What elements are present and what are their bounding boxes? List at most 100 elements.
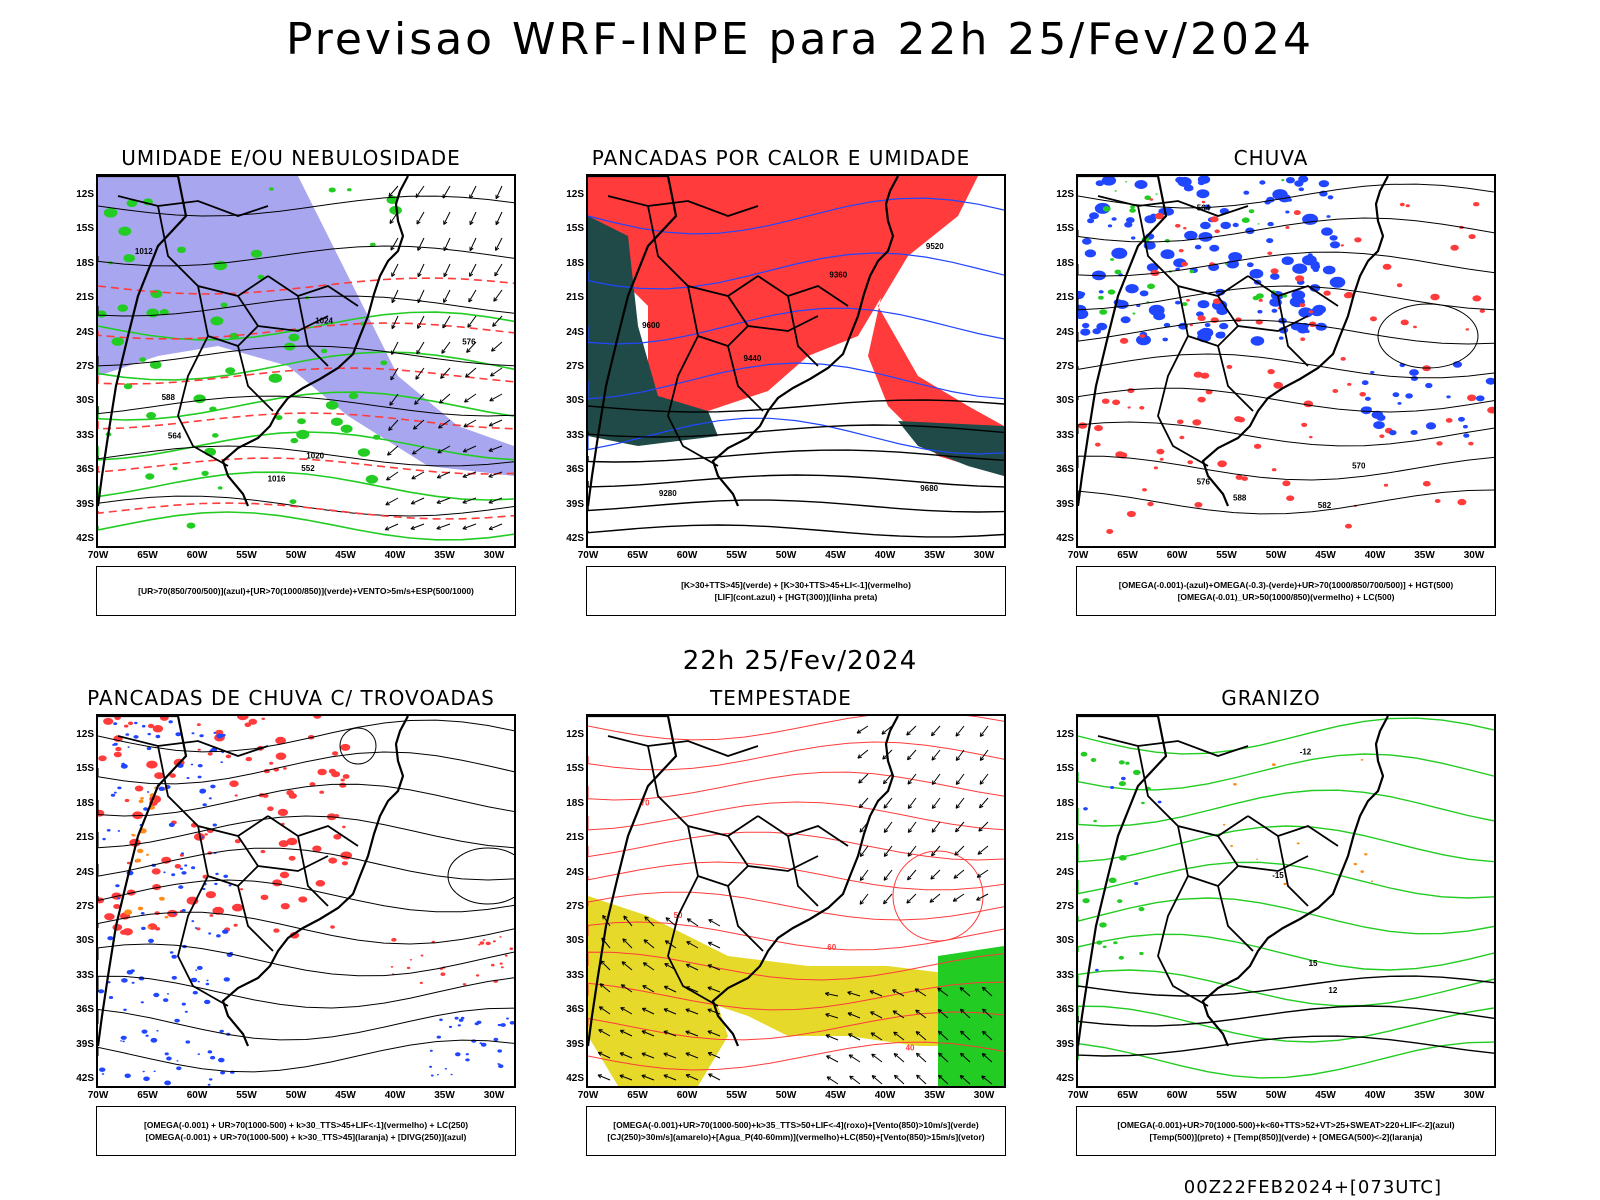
panel-legend: [OMEGA(-0.001)-(azul)+OMEGA(-0.3)-(verde… [1076, 566, 1496, 616]
contour-label: 1024 [315, 317, 333, 326]
contour-label: 9520 [926, 242, 944, 251]
latitude-tick-label: 21S [76, 832, 94, 844]
contour-label: 564 [168, 432, 182, 441]
latitude-tick-label: 18S [566, 797, 584, 809]
longitude-tick-label: 50W [1265, 550, 1287, 561]
latitude-tick-label: 33S [566, 429, 584, 441]
longitude-tick-label: 35W [924, 1090, 945, 1101]
longitude-tick-label: 70W [87, 550, 109, 561]
longitude-tick-label: 40W [384, 1090, 406, 1101]
latitude-tick-label: 12S [76, 729, 94, 740]
latitude-tick-label: 12S [76, 189, 94, 200]
latitude-tick-label: 21S [1056, 832, 1074, 844]
panel-pancadas-calor: PANCADAS POR CALOR E UMIDADE 9680 9600 9520… [546, 146, 1016, 626]
longitude-tick-label: 60W [1166, 550, 1188, 561]
instability-green-area [588, 216, 718, 446]
map-frame: 588 582 576 570 564 [1076, 174, 1496, 548]
wind-vectors [384, 185, 503, 531]
latitude-tick-label: 39S [566, 1038, 584, 1050]
longitude-tick-label: 30W [1463, 1090, 1485, 1101]
instability-green-area-ocean [898, 421, 1004, 476]
longitude-tick-label: 35W [1414, 550, 1435, 561]
legend-line: [Temp(500)](preto) + [Temp(850)](verde) … [1149, 1132, 1423, 1142]
latitude-tick-label: 33S [1056, 429, 1074, 441]
contour-label: 588 [162, 393, 176, 402]
map-frame [96, 714, 516, 1088]
latitude-tick-label: 30S [566, 935, 584, 947]
divergence-blue-area [98, 720, 235, 1086]
coastline [1078, 716, 1389, 1047]
latitude-tick-label: 15S [566, 763, 584, 775]
latitude-tick-label: 42S [76, 1073, 94, 1084]
latitude-tick-label: 24S [76, 866, 94, 878]
longitude-tick-label: 40W [384, 550, 406, 561]
longitude-tick-label: 35W [1414, 1090, 1435, 1101]
latitude-tick-label: 36S [566, 464, 584, 476]
longitude-tick-label: 60W [676, 1090, 698, 1101]
contour-label: 70 [641, 798, 650, 807]
latitude-tick-label: 18S [76, 257, 94, 269]
mid-date-label: 22h 25/Fev/2024 [682, 646, 918, 676]
latitude-tick-label: 15S [1056, 763, 1074, 775]
latitude-tick-label: 24S [1056, 866, 1074, 878]
legend-line: [OMEGA(-0.001)-(azul)+OMEGA(-0.3)-(verde… [1118, 580, 1454, 590]
longitude-tick-label: 55W [236, 1090, 257, 1101]
political-borders [1097, 195, 1339, 467]
legend-line: [LIF](cont.azul) + [HGT(300)](linha pret… [714, 592, 878, 602]
latitude-tick-label: 30S [566, 395, 584, 407]
latitude-tick-label: 27S [76, 361, 94, 372]
latitude-tick-label: 42S [1056, 1073, 1074, 1084]
map-frame: 40 50 60 70 [586, 714, 1006, 1088]
contour-label: 15 [1309, 959, 1318, 968]
instability-red-area [588, 176, 918, 411]
contour-label: 12 [1328, 986, 1337, 995]
cyclone-red-contour [892, 850, 984, 942]
coastline [588, 176, 899, 507]
hail-blue-points [1083, 776, 1162, 972]
latitude-tick-label: 39S [1056, 498, 1074, 510]
thunderstorm-red-area [98, 716, 352, 939]
contour-label: 9360 [829, 271, 847, 280]
instability-red-area-ocean [868, 176, 1004, 476]
contour-label: 40 [906, 1043, 915, 1052]
longitude-tick-label: 40W [1364, 550, 1386, 561]
forecast-map [98, 716, 514, 1086]
panel-title: PANCADAS DE CHUVA C/ TROVOADAS [87, 686, 495, 710]
coastline [98, 716, 409, 1047]
longitude-tick-label: 65W [627, 1090, 648, 1101]
contour-label: 60 [827, 943, 836, 952]
coastline [1078, 176, 1389, 507]
contour-label: 576 [1197, 478, 1211, 487]
cyclone-contour [447, 847, 514, 905]
longitude-tick-label: 50W [1265, 1090, 1287, 1101]
longitude-tick-label: 30W [483, 1090, 505, 1101]
latitude-tick-label: 42S [566, 533, 584, 544]
contour-label: 582 [1318, 501, 1332, 510]
latitude-tick-label: 39S [76, 1038, 94, 1050]
legend-line: [OMEGA(-0.001) + UR>70(1000-500) + k>30_… [143, 1120, 469, 1130]
longitude-tick-label: 65W [627, 550, 648, 561]
longitude-tick-label: 45W [335, 1090, 356, 1101]
temp850-small-contours [1080, 751, 1151, 960]
latitude-tick-label: 21S [76, 292, 94, 304]
hgt-labels: 588 582 576 570 564 [1197, 204, 1366, 511]
hgt-labels: 9680 9600 9520 9440 9360 9280 [642, 242, 944, 498]
longitude-tick-label: 50W [775, 550, 797, 561]
panel-chuva: CHUVA 588 582 576 570 564 12S 15S 18S 21S 24S 27S 30… [1036, 146, 1506, 626]
longitude-tick-label: 60W [676, 550, 698, 561]
latitude-tick-label: 33S [1056, 969, 1074, 981]
panel-granizo: GRANIZO -12 -15 12 15 12S 15S 18S 21S 24S 27S 30S 33… [1036, 686, 1506, 1166]
contour-label: 9440 [744, 354, 762, 363]
latitude-tick-label: 27S [1056, 901, 1074, 912]
legend-line: [K>30+TTS>45](verde) + [K>30+TTS>45+LI<-… [681, 580, 911, 590]
longitude-tick-label: 35W [924, 550, 945, 561]
latitude-tick-label: 18S [566, 257, 584, 269]
legend-line: [OMEGA(-0.01)_UR>50(1000/850)(vermelho) … [1177, 592, 1395, 602]
latitude-tick-label: 15S [76, 223, 94, 235]
latitude-tick-label: 39S [566, 498, 584, 510]
panel-legend: [UR>70(850/700/500)](azul)+[UR>70(1000/8… [96, 566, 516, 616]
panel-tempestade: TEMPESTADE 40 50 60 70 12S 15S 18S 21S 24S 27S 30S 3… [546, 686, 1016, 1166]
longitude-tick-label: 55W [726, 1090, 747, 1101]
panel-legend: [OMEGA(-0.001)+UR>70(1000-500)+k<60+TTS>… [1076, 1106, 1496, 1156]
longitude-tick-label: 55W [726, 550, 747, 561]
